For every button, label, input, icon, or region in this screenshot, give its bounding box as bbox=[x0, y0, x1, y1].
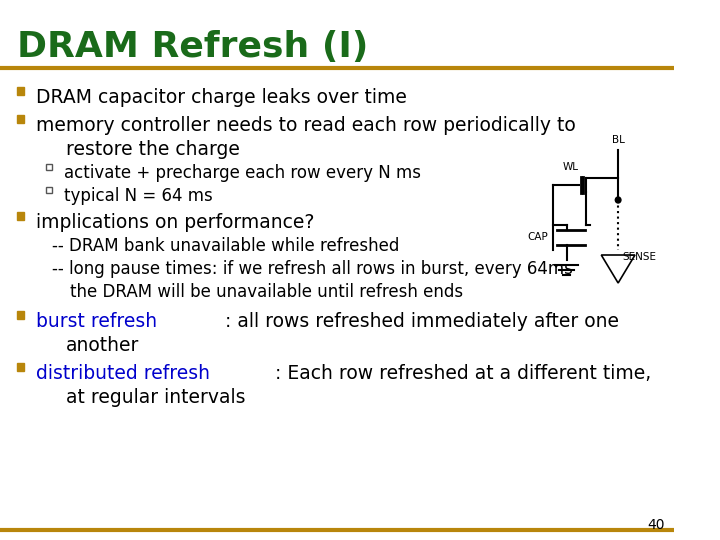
Text: SENSE: SENSE bbox=[622, 252, 656, 262]
Text: -- DRAM bank unavailable while refreshed: -- DRAM bank unavailable while refreshed bbox=[52, 237, 399, 255]
Bar bbox=[17, 311, 24, 319]
Text: the DRAM will be unavailable until refresh ends: the DRAM will be unavailable until refre… bbox=[71, 283, 464, 301]
Text: : all rows refreshed immediately after one: : all rows refreshed immediately after o… bbox=[225, 312, 619, 331]
Polygon shape bbox=[601, 255, 635, 283]
Bar bbox=[17, 87, 24, 95]
Text: CAP: CAP bbox=[527, 233, 548, 242]
Bar bbox=[46, 164, 52, 170]
Bar bbox=[17, 115, 24, 123]
Text: distributed refresh: distributed refresh bbox=[35, 364, 210, 383]
Text: restore the charge: restore the charge bbox=[66, 140, 240, 159]
Bar bbox=[17, 212, 24, 220]
Bar bbox=[17, 363, 24, 371]
Text: activate + precharge each row every N ms: activate + precharge each row every N ms bbox=[63, 164, 420, 182]
Text: BL: BL bbox=[612, 135, 624, 145]
Text: -- long pause times: if we refresh all rows in burst, every 64ms: -- long pause times: if we refresh all r… bbox=[52, 260, 572, 278]
Text: another: another bbox=[66, 336, 139, 355]
Text: burst refresh: burst refresh bbox=[35, 312, 157, 331]
Text: DRAM Refresh (I): DRAM Refresh (I) bbox=[17, 30, 368, 64]
Text: typical N = 64 ms: typical N = 64 ms bbox=[63, 187, 212, 205]
Text: : Each row refreshed at a different time,: : Each row refreshed at a different time… bbox=[275, 364, 651, 383]
Bar bbox=[46, 187, 52, 193]
Circle shape bbox=[616, 197, 621, 203]
Text: implications on performance?: implications on performance? bbox=[35, 213, 314, 232]
Text: 40: 40 bbox=[647, 518, 665, 532]
Text: at regular intervals: at regular intervals bbox=[66, 388, 245, 407]
Text: memory controller needs to read each row periodically to: memory controller needs to read each row… bbox=[35, 116, 575, 135]
Text: DRAM capacitor charge leaks over time: DRAM capacitor charge leaks over time bbox=[35, 88, 407, 107]
Text: WL: WL bbox=[562, 162, 578, 172]
